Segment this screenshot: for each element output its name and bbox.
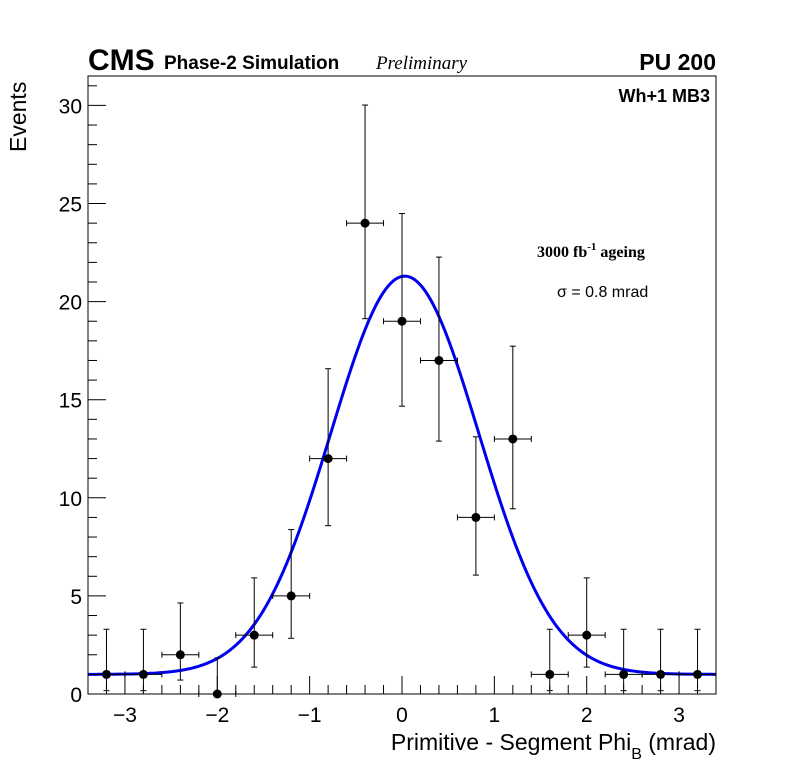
data-point	[678, 628, 717, 692]
y-tick-label: 25	[59, 194, 82, 217]
data-point	[530, 628, 569, 692]
data-point	[198, 657, 237, 699]
data-point	[124, 628, 163, 692]
data-marker	[138, 669, 148, 679]
data-point	[309, 368, 348, 527]
x-tick-label: −3	[113, 704, 137, 727]
data-point	[346, 104, 385, 320]
data-marker	[323, 454, 333, 464]
x-axis-title-subscript: B	[631, 746, 642, 763]
x-tick-label: −1	[298, 704, 322, 727]
data-marker	[693, 669, 703, 679]
data-point	[235, 577, 274, 668]
ageing-value: 3000 fb	[537, 244, 587, 261]
data-marker	[249, 630, 259, 640]
y-tick-label: 5	[70, 586, 82, 609]
ageing-label: 3000 fb-1 ageing	[537, 241, 645, 261]
simulation-label: Phase-2 Simulation	[164, 53, 339, 74]
x-tick-label: 2	[581, 704, 593, 727]
data-marker	[582, 630, 592, 640]
data-marker	[619, 669, 629, 679]
data-marker	[212, 689, 222, 699]
data-point	[493, 345, 532, 510]
data-point	[87, 628, 126, 692]
y-tick-label: 20	[59, 292, 82, 315]
data-marker	[471, 512, 481, 522]
x-tick-label: 0	[396, 704, 408, 727]
data-marker	[545, 669, 555, 679]
pileup-label: PU 200	[639, 49, 716, 75]
ageing-suffix: ageing	[596, 244, 644, 261]
y-tick-label: 0	[70, 684, 82, 707]
y-axis-title: Events	[5, 82, 31, 152]
x-tick-label: 3	[673, 704, 685, 727]
region-label: Wh+1 MB3	[618, 86, 710, 106]
data-marker	[286, 591, 296, 601]
ageing-exponent: -1	[587, 241, 596, 253]
data-marker	[434, 355, 444, 365]
data-marker	[508, 434, 518, 444]
data-point	[604, 628, 643, 692]
sigma-label: σ = 0.8 mrad	[557, 284, 648, 301]
data-points	[87, 104, 717, 699]
data-point	[419, 256, 458, 442]
preliminary-label: Preliminary	[375, 53, 468, 74]
data-point	[383, 213, 421, 407]
data-point	[641, 628, 680, 692]
y-tick-label: 15	[59, 390, 82, 413]
data-marker	[656, 669, 666, 679]
data-marker	[101, 669, 111, 679]
x-axis-title: Primitive - Segment PhiB (mrad)	[391, 729, 716, 763]
data-marker	[175, 650, 185, 660]
cms-label: CMS	[88, 44, 155, 77]
x-axis-title-unit: (mrad)	[642, 729, 716, 755]
data-point	[567, 577, 606, 668]
x-tick-label: 1	[489, 704, 501, 727]
data-point	[161, 602, 200, 681]
data-point	[272, 529, 311, 639]
y-tick-label: 10	[59, 488, 82, 511]
data-marker	[397, 316, 407, 326]
data-marker	[360, 218, 370, 228]
y-tick-label: 30	[59, 95, 82, 118]
data-point	[456, 436, 495, 576]
x-tick-label: −2	[205, 704, 229, 727]
x-axis-title-main: Primitive - Segment Phi	[391, 729, 631, 755]
